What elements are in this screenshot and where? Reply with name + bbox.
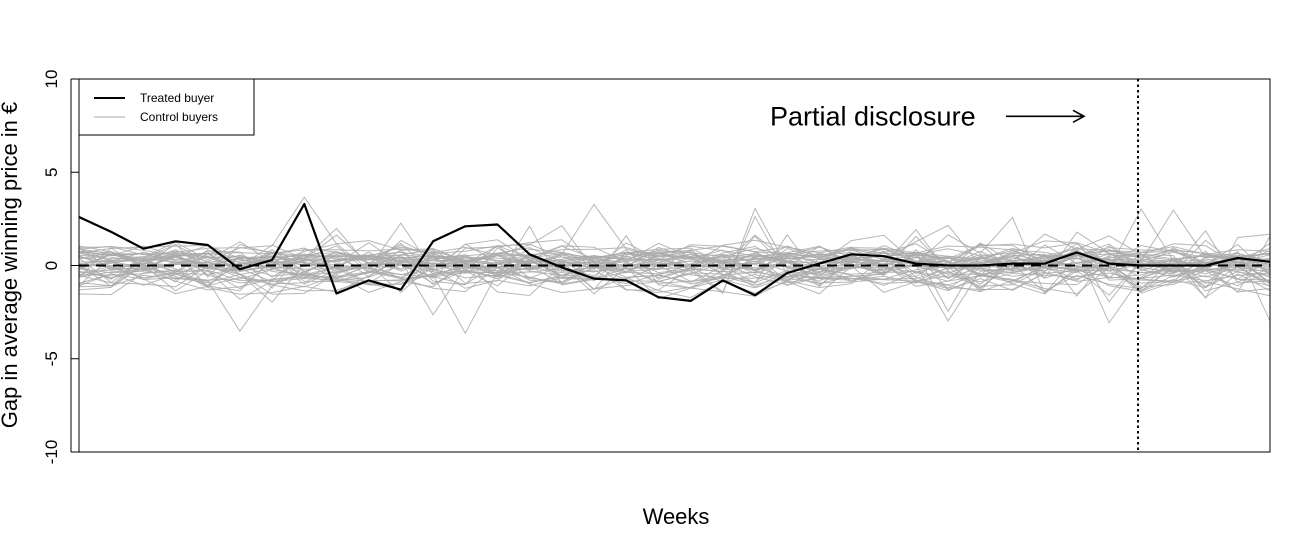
y-tick-label: 5 [42,168,61,177]
y-tick-label: -10 [42,440,61,465]
control-buyers-lines [78,196,1271,335]
reference-lines [79,79,1270,452]
y-tick-label: 0 [42,261,61,270]
annotations: Partial disclosure [770,101,1086,131]
annotation-arrow-head [1072,109,1086,124]
control-buyer-line [78,258,1271,299]
legend-label-treated: Treated buyer [140,91,214,105]
control-buyer-line [78,249,1271,285]
legend-box [78,78,255,136]
control-buyer-line [78,248,1271,324]
control-buyer-line [78,267,1271,335]
treated-buyer-line [78,202,1271,302]
control-buyer-line [78,246,1271,276]
control-buyer-line [78,231,1271,322]
control-buyer-line [78,234,1271,275]
control-buyer-line [78,266,1271,291]
control-buyer-line [78,208,1271,272]
control-buyer-line [78,222,1271,272]
treated-buyer-series [78,202,1271,302]
control-buyer-line [78,254,1271,292]
control-buyer-line [78,242,1271,279]
legend: Treated buyer Control buyers [78,78,255,136]
control-buyer-line [78,253,1271,271]
control-buyer-line [78,196,1271,291]
y-axis-title: Gap in average winning price in € [0,102,22,429]
control-buyer-line [78,236,1271,295]
control-buyer-line [78,207,1271,294]
legend-label-control: Control buyers [140,110,218,124]
x-axis-title: Weeks [643,504,710,529]
control-buyer-line [78,247,1271,288]
annotation-partial-disclosure: Partial disclosure [770,101,976,131]
y-tick-label: 10 [42,70,61,89]
axes: -10 -5 0 5 10 Weeks Gap in average winning pri… [0,70,1271,529]
y-tick-label: -5 [42,351,61,366]
